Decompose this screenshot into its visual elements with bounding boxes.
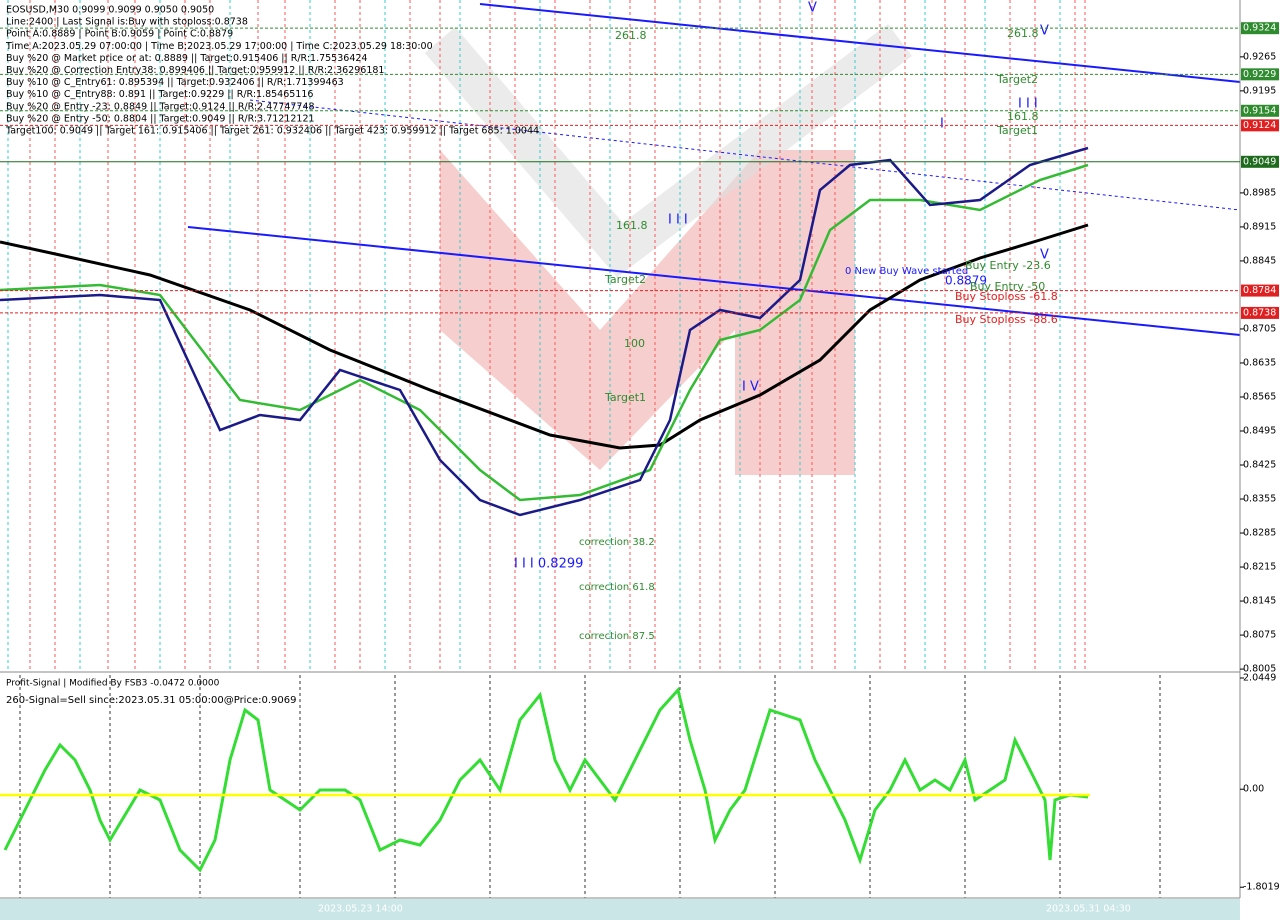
- indicator-tick-label: -1.8019: [1243, 882, 1280, 893]
- session-lines: [7, 0, 1161, 898]
- price-tick-label: 0.8495: [1243, 425, 1276, 436]
- price-level-box: [1241, 119, 1279, 132]
- price-tick-label: 0.8355: [1243, 494, 1276, 505]
- annotation: Target2: [996, 73, 1038, 86]
- price-tick-label: 0.8635: [1243, 357, 1276, 368]
- moving-average: [0, 223, 1089, 450]
- annotation: Buy Entry -50: [970, 280, 1045, 293]
- price-tick-label: 0.8285: [1243, 528, 1276, 539]
- price-tick-label: 0.8215: [1243, 562, 1276, 573]
- header-line: EOSUSD,M30 0.9099 0.9099 0.9050 0.9050: [6, 5, 214, 16]
- annotation: I: [940, 117, 944, 132]
- annotation: V: [1040, 248, 1049, 263]
- annotation: V: [1040, 24, 1049, 39]
- annotation: Target1: [604, 391, 646, 404]
- annotation: correction 61.8: [579, 582, 655, 593]
- price-tick-label: 0.8915: [1243, 221, 1276, 232]
- price-level-label: 0.9154: [1243, 105, 1276, 116]
- annotation: I V: [742, 380, 759, 395]
- header-line: Buy %20 @ Entry -23: 0.8849 || Target:0.…: [6, 101, 315, 112]
- price-tick-label: 0.8985: [1243, 187, 1276, 198]
- price-level-box: [1241, 155, 1279, 168]
- moving-average: [0, 163, 1089, 502]
- header-line: Buy %10 @ C_Entry61: 0.895394 || Target:…: [6, 77, 344, 88]
- header-line: Line:2400 | Last Signal is:Buy with stop…: [6, 17, 248, 28]
- price-tick-label: 0.9195: [1243, 85, 1276, 96]
- price-level-label: 0.8784: [1243, 285, 1276, 296]
- price-level-box: [1241, 104, 1279, 117]
- price-level-box: [1241, 68, 1279, 81]
- indicator-label: 260-Signal=Sell since:2023.05.31 05:00:0…: [6, 695, 296, 706]
- trend-line: [249, 99, 1241, 211]
- price-tick-label: 0.9265: [1243, 51, 1276, 62]
- annotation: 0.8879: [945, 274, 987, 288]
- price-tick-label: 0.8845: [1243, 255, 1276, 266]
- annotation: I I I 0.8299: [514, 557, 583, 572]
- price-level-label: 0.8738: [1243, 307, 1276, 318]
- moving-average: [0, 146, 1089, 517]
- time-label: 2023.05.31 04:30: [1046, 904, 1131, 915]
- price-tick-label: 0.8145: [1243, 596, 1276, 607]
- header-line: Buy %20 @ Correction Entry38: 0.899406 |…: [6, 65, 384, 76]
- header-line: Buy %20 @ Entry -50: 0.8804 || Target:0.…: [6, 113, 315, 124]
- annotation: Buy Stoploss -88.6: [955, 313, 1058, 326]
- header-line: Buy %20 @ Market price or at: 0.8889 || …: [6, 53, 367, 64]
- annotation: Buy Stoploss -61.8: [955, 290, 1058, 303]
- price-tick-label: 0.8565: [1243, 391, 1276, 402]
- annotation: 100: [624, 337, 645, 350]
- time-label: 2023.05.23 14:00: [318, 904, 403, 915]
- indicator-tick-label: 0.00: [1243, 784, 1264, 795]
- annotation: 261.8: [615, 29, 647, 42]
- annotation: Buy Entry -23.6: [965, 259, 1051, 272]
- annotation: correction 38.2: [579, 537, 655, 548]
- annotation: 0 New Buy Wave started: [845, 266, 968, 277]
- annotation: I I I: [1018, 97, 1038, 112]
- price-level-label: 0.9049: [1243, 156, 1276, 167]
- price-level-box: [1241, 306, 1279, 319]
- header-line: Target100: 0.9049 || Target 161: 0.91540…: [5, 126, 539, 137]
- price-tick-label: 0.8075: [1243, 630, 1276, 641]
- price-level-label: 0.9124: [1243, 120, 1276, 131]
- indicator-tick-label: 2.0449: [1243, 672, 1276, 683]
- price-level-box: [1241, 284, 1279, 297]
- annotation: correction 87.5: [579, 631, 655, 642]
- annotation: 161.8: [616, 219, 648, 232]
- header-line: Buy %10 @ C_Entry88: 0.891 || Target:0.9…: [6, 89, 313, 100]
- annotation: V: [808, 1, 817, 16]
- header-line: Time A:2023.05.29 07:00:00 | Time B:2023…: [5, 41, 433, 52]
- watermark: [424, 24, 912, 278]
- annotation: Target2: [604, 273, 646, 286]
- time-bar: [0, 899, 1240, 920]
- trend-line: [479, 3, 1241, 83]
- annotation: 261.8: [1007, 27, 1039, 40]
- annotation: 161.8: [1007, 110, 1039, 123]
- price-level-label: 0.9229: [1243, 69, 1276, 80]
- annotation: I I I: [668, 213, 688, 228]
- price-tick-label: 0.8005: [1243, 664, 1276, 675]
- oscillator: [3, 686, 1089, 873]
- price-level-box: [1241, 22, 1279, 35]
- price-tick-label: 0.8425: [1243, 460, 1276, 471]
- trend-line: [187, 226, 1241, 336]
- indicator-label: Profit-Signal | Modified By FSB3 -0.0472…: [6, 679, 220, 689]
- header-line: Point A:0.8889 | Point B:0.9059 | Point …: [6, 29, 233, 40]
- price-tick-label: 0.8705: [1243, 323, 1276, 334]
- annotation: Target1: [996, 124, 1038, 137]
- price-level-label: 0.9324: [1243, 23, 1276, 34]
